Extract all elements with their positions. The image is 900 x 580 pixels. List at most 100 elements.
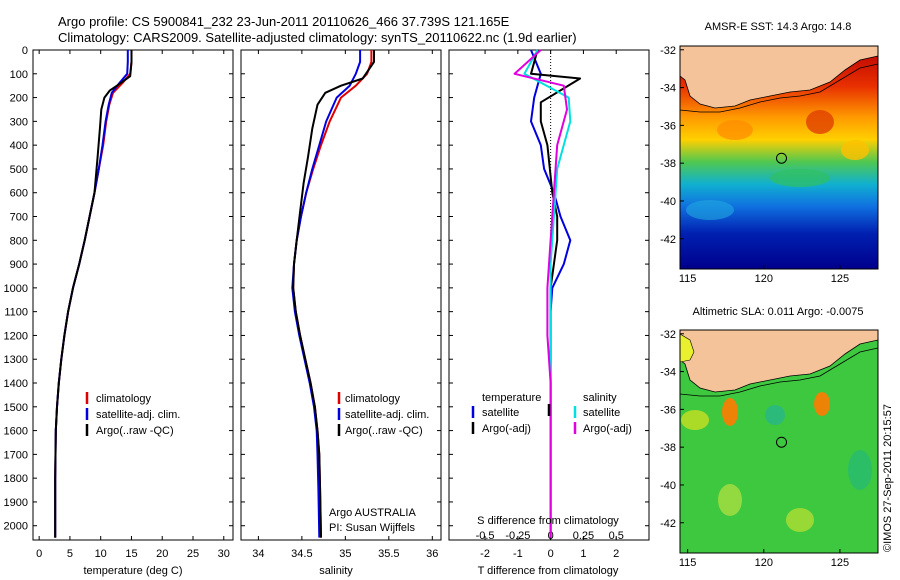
sst-argo-marker <box>776 152 788 164</box>
map-lat-tick-label: -42 <box>660 518 676 530</box>
sla-eddy <box>718 484 742 516</box>
salinity-tick-label: 36 <box>426 548 438 560</box>
legend-temperature-heading: temperature <box>482 392 541 404</box>
legend-label-satellite: satellite-adj. clim. <box>345 409 429 421</box>
sla-map-frame <box>679 329 879 554</box>
depth-tick-label: 1700 <box>4 449 28 461</box>
salinity-xlabel: salinity <box>319 565 353 577</box>
sst-axis: -32 -34 -36 -38 -40 -42 115 120 125 <box>660 45 849 285</box>
map-lat-tick-label: -40 <box>660 480 676 492</box>
sla-land <box>680 330 878 393</box>
depth-tick-label: 0 <box>22 45 28 57</box>
depth-tick-label: 700 <box>10 212 28 224</box>
difference-tick-label: 2 <box>613 548 619 560</box>
map-lat-tick-label: -38 <box>660 158 676 170</box>
depth-tick-label: 400 <box>10 140 28 152</box>
temperature-tick-label: 15 <box>125 548 137 560</box>
salinity-x-axis: 34 34.5 35 35.5 36 <box>252 50 438 560</box>
temperature-tick-label: 10 <box>95 548 107 560</box>
map-lat-tick-label: -34 <box>660 83 676 95</box>
map-lat-tick-label: -34 <box>660 367 676 379</box>
legend-label-satellite: satellite-adj. clim. <box>96 409 180 421</box>
temperature-argo-raw-qc-line <box>54 50 133 538</box>
sla-high-eddy <box>814 392 830 416</box>
map-lat-tick-label: -38 <box>660 442 676 454</box>
difference-tick-label: -1 <box>513 548 523 560</box>
temperature-x-axis: 0 5 10 15 20 25 30 <box>36 50 230 560</box>
legend-salinity-heading: salinity <box>583 392 617 404</box>
legend-label-climatology: climatology <box>96 393 152 405</box>
temperature-tick-label: 20 <box>156 548 168 560</box>
salinity-tick-label: 34.5 <box>291 548 312 560</box>
depth-tick-label: 200 <box>10 93 28 105</box>
legend-label-argo: Argo(..raw -QC) <box>345 425 423 437</box>
sla-eddy <box>681 410 709 430</box>
salinity-difference-tick-label: -0.5 <box>476 530 495 542</box>
difference-xlabel: T difference from climatology <box>478 565 619 577</box>
depth-tick-label: 100 <box>10 69 28 81</box>
difference-temperature-argo-adj-line <box>530 49 582 538</box>
depth-tick-label: 800 <box>10 235 28 247</box>
sla-contour <box>680 347 878 397</box>
legend-label-argo: Argo(..raw -QC) <box>96 425 174 437</box>
map-lat-tick-label: -42 <box>660 234 676 246</box>
difference-tick-label: -2 <box>480 548 490 560</box>
depth-tick-label: 500 <box>10 164 28 176</box>
difference-legend: temperature salinity satellite Argo(-adj… <box>471 392 632 435</box>
sla-high-eddy <box>722 398 738 426</box>
map-lon-tick-label: 115 <box>679 557 697 569</box>
sst-map: AMSR-E SST: 14.3 Argo: 14.8 -32 -34 -36 -38… <box>660 21 879 285</box>
sla-eddy <box>848 450 872 490</box>
sst-land <box>680 46 878 109</box>
legend-label-sal-argo: Argo(-adj) <box>583 423 632 435</box>
depth-tick-label: 300 <box>10 116 28 128</box>
difference-tick-label: 1 <box>580 548 586 560</box>
salinity-tick-label: 34 <box>252 548 264 560</box>
temperature-tick-label: 5 <box>67 548 73 560</box>
depth-tick-label: 900 <box>10 259 28 271</box>
depth-tick-label: 1900 <box>4 497 28 509</box>
temperature-tick-label: 25 <box>187 548 199 560</box>
temperature-axes <box>32 49 234 541</box>
depth-axis: 0 100 200 300 400 500 600 700 800 900 1000 1100 1200… <box>4 45 649 533</box>
depth-tick-label: 1400 <box>4 378 28 390</box>
legend-label-temp-argo: Argo(-adj) <box>482 423 531 435</box>
sst-eddy <box>770 169 830 187</box>
temperature-climatology-line <box>54 50 133 538</box>
map-lat-tick-label: -36 <box>660 404 676 416</box>
sla-map: Altimetric SLA: 0.011 Argo: -0.0075 -32 -… <box>660 306 879 569</box>
salinity-argo-raw-qc-line <box>292 50 375 538</box>
sst-map-frame <box>679 45 879 270</box>
header-line1: Argo profile: CS 5900841_232 23-Jun-2011… <box>58 14 510 29</box>
argo-pi-note: PI: Susan Wijffels <box>329 522 415 534</box>
temperature-satellite-adj-clim-line <box>54 50 129 538</box>
salinity-difference-tick-label: 0.25 <box>573 530 594 542</box>
temperature-legend: climatology satellite-adj. clim. Argo(..… <box>85 392 180 437</box>
map-lon-tick-label: 125 <box>831 273 849 285</box>
depth-tick-label: 1300 <box>4 354 28 366</box>
profile-lines <box>54 49 582 538</box>
map-lat-tick-label: -40 <box>660 196 676 208</box>
header-line2: Climatology: CARS2009. Satellite-adjuste… <box>58 30 577 45</box>
map-lon-tick-label: 115 <box>679 273 697 285</box>
salinity-legend: climatology satellite-adj. clim. Argo(..… <box>337 392 429 437</box>
sst-warm-eddy <box>717 120 753 140</box>
legend-label-temp-satellite: satellite <box>482 407 519 419</box>
salinity-tick-label: 35 <box>339 548 351 560</box>
depth-tick-label: 1000 <box>4 283 28 295</box>
salinity-climatology-line <box>292 50 373 538</box>
depth-tick-label: 1200 <box>4 330 28 342</box>
map-lat-tick-label: -32 <box>660 329 676 341</box>
sla-eddy <box>765 405 785 425</box>
difference-axes <box>448 49 650 541</box>
salinity-difference-label: S difference from climatology <box>477 515 619 527</box>
sla-eddy <box>786 508 814 532</box>
legend-label-climatology: climatology <box>345 393 401 405</box>
sla-map-title: Altimetric SLA: 0.011 Argo: -0.0075 <box>693 306 864 318</box>
depth-tick-label: 2000 <box>4 521 28 533</box>
depth-tick-label: 1500 <box>4 402 28 414</box>
sla-coastal-high <box>680 333 695 363</box>
depth-tick-label: 1800 <box>4 473 28 485</box>
depth-tick-label: 1100 <box>4 307 28 319</box>
